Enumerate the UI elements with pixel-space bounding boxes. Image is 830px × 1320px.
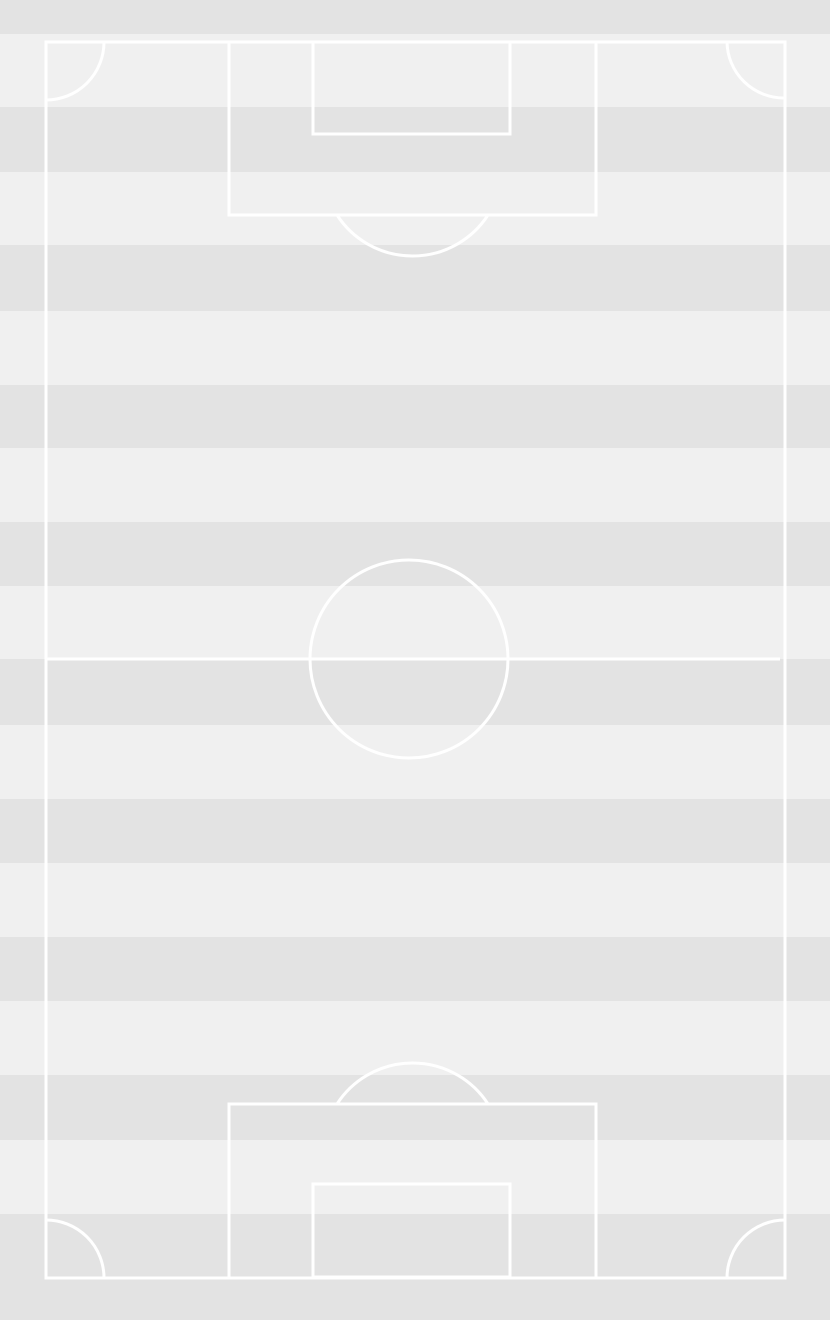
corner-arc-bottom-right xyxy=(725,1218,786,1279)
corner-arc-top-right xyxy=(725,41,786,100)
grass-stripe xyxy=(0,1075,830,1140)
center-circle xyxy=(308,558,510,760)
grass-stripe xyxy=(0,586,830,659)
grass-stripe xyxy=(0,34,830,107)
bottom-penalty-arc xyxy=(335,1061,490,1105)
grass-stripe xyxy=(0,107,830,172)
grass-stripe xyxy=(0,522,830,586)
grass-stripe xyxy=(0,1140,830,1214)
top-penalty-area xyxy=(227,40,598,217)
grass-stripe xyxy=(0,0,830,34)
grass-stripe xyxy=(0,311,830,385)
grass-stripe xyxy=(0,1214,830,1320)
grass-stripe xyxy=(0,448,830,522)
grass-stripe xyxy=(0,172,830,245)
grass-stripe xyxy=(0,725,830,799)
top-penalty-arc xyxy=(335,214,490,258)
bottom-penalty-area xyxy=(227,1102,598,1280)
top-goal-area xyxy=(311,40,512,136)
grass-stripe xyxy=(0,863,830,937)
grass-stripe xyxy=(0,799,830,863)
grass-stripe xyxy=(0,659,830,725)
corner-arc-bottom-left xyxy=(45,1218,106,1279)
corner-arc-top-left xyxy=(45,41,106,102)
bottom-goal-area xyxy=(311,1182,512,1279)
grass-stripe xyxy=(0,385,830,448)
grass-stripe xyxy=(0,937,830,1001)
